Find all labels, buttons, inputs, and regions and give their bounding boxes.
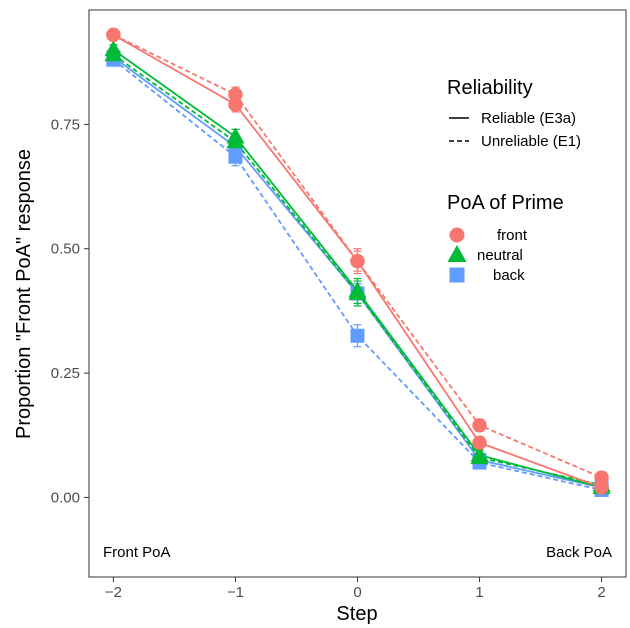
legend-neutral-triangle-key (447, 245, 467, 262)
x-tick-label: 1 (475, 584, 483, 601)
data-points (104, 27, 611, 497)
y-axis-title: Proportion "Front PoA" response (13, 149, 35, 439)
annotation-front-poa: Front PoA (103, 544, 171, 561)
legend-reliability-title: Reliability (447, 77, 533, 99)
data-point-front (472, 435, 487, 450)
legend-back-label: back (493, 267, 525, 284)
legend-prime-title: PoA of Prime (447, 192, 564, 214)
x-tick-label: −2 (105, 584, 122, 601)
data-point-front (228, 87, 243, 102)
legend-front-label: front (497, 227, 528, 244)
y-tick-label: 0.75 (51, 116, 80, 133)
y-tick-label: 0.00 (51, 489, 80, 506)
legend-back-square-key (449, 267, 465, 283)
x-tick-label: −1 (227, 584, 244, 601)
legend-reliable-label: Reliable (E3a) (481, 110, 576, 127)
data-point-front (594, 480, 609, 495)
data-point-back (228, 149, 243, 164)
data-point-front (472, 418, 487, 433)
legend-front-circle-key (449, 227, 465, 243)
data-point-front (106, 27, 121, 43)
annotation-back-poa: Back PoA (546, 544, 612, 561)
series-line-front-unreliable (113, 34, 602, 479)
data-point-front (228, 97, 243, 112)
x-tick-label: 2 (597, 584, 605, 601)
y-tick-label: 0.50 (51, 241, 80, 258)
data-point-back (350, 328, 365, 343)
data-point-front (350, 253, 365, 269)
data-point-neutral (226, 132, 245, 149)
y-axis: 0.00 0.25 0.50 0.75 (51, 116, 89, 506)
data-point-neutral (104, 45, 123, 62)
legend-prime: PoA of Prime front neutral back (447, 192, 564, 284)
x-axis: −2 −1 0 1 2 (105, 577, 606, 601)
data-point-neutral (470, 448, 489, 465)
legend-unreliable-label: Unreliable (E1) (481, 133, 581, 150)
legend-reliability: Reliability Reliable (E3a) Unreliable (E… (447, 77, 581, 150)
data-point-front (594, 470, 609, 485)
legend-neutral-label: neutral (477, 247, 523, 264)
data-point-neutral (348, 284, 367, 300)
x-axis-title: Step (336, 603, 377, 625)
y-tick-label: 0.25 (51, 365, 80, 382)
x-tick-label: 0 (353, 584, 361, 601)
